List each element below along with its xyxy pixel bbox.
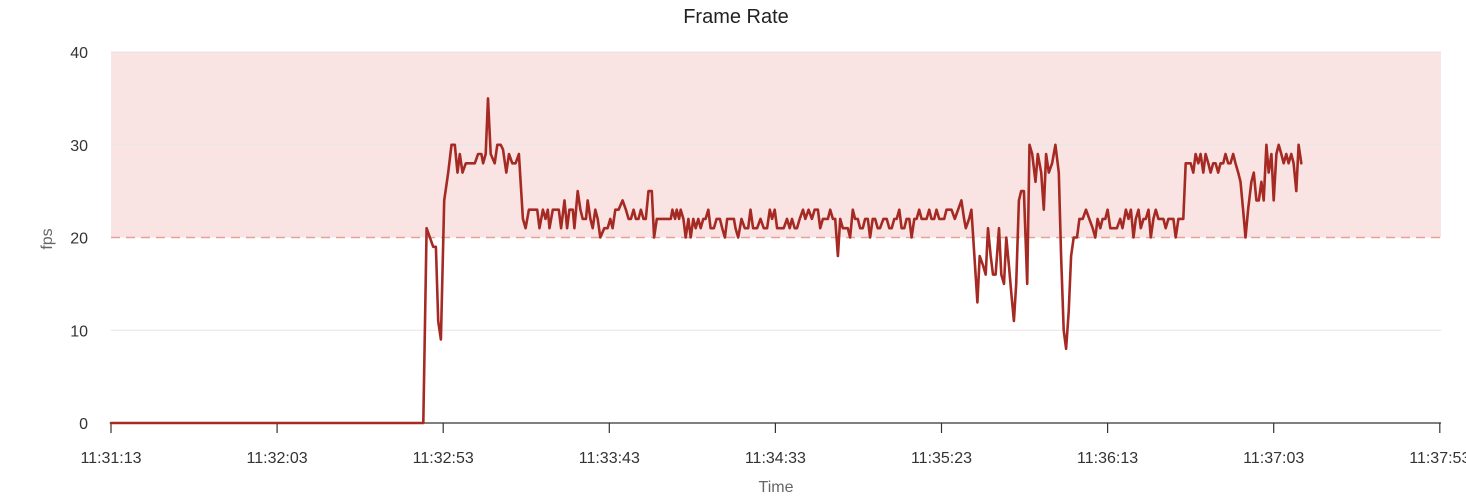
x-tick-label: 11:33:43 [579,450,640,467]
y-tick-label: 30 [70,138,88,155]
x-tick-label: 11:31:13 [80,450,141,467]
y-tick-label: 20 [70,231,88,248]
x-tick-label: 11:37:53 [1409,450,1466,467]
y-tick-label: 10 [70,323,88,340]
x-tick-label: 11:35:23 [911,450,972,467]
x-tick-label: 11:36:13 [1077,450,1138,467]
y-axis-label: fps [39,228,56,249]
x-tick-label: 11:37:03 [1243,450,1304,467]
x-tick-label: 11:32:53 [413,450,474,467]
x-axis-label: Time [759,479,794,496]
y-tick-label: 40 [70,45,88,62]
y-tick-label: 0 [79,416,88,433]
chart-title: Frame Rate [683,6,789,28]
fps-series-line [109,97,1303,425]
x-tick-label: 11:34:33 [745,450,806,467]
x-tick-label: 11:32:03 [247,450,308,467]
